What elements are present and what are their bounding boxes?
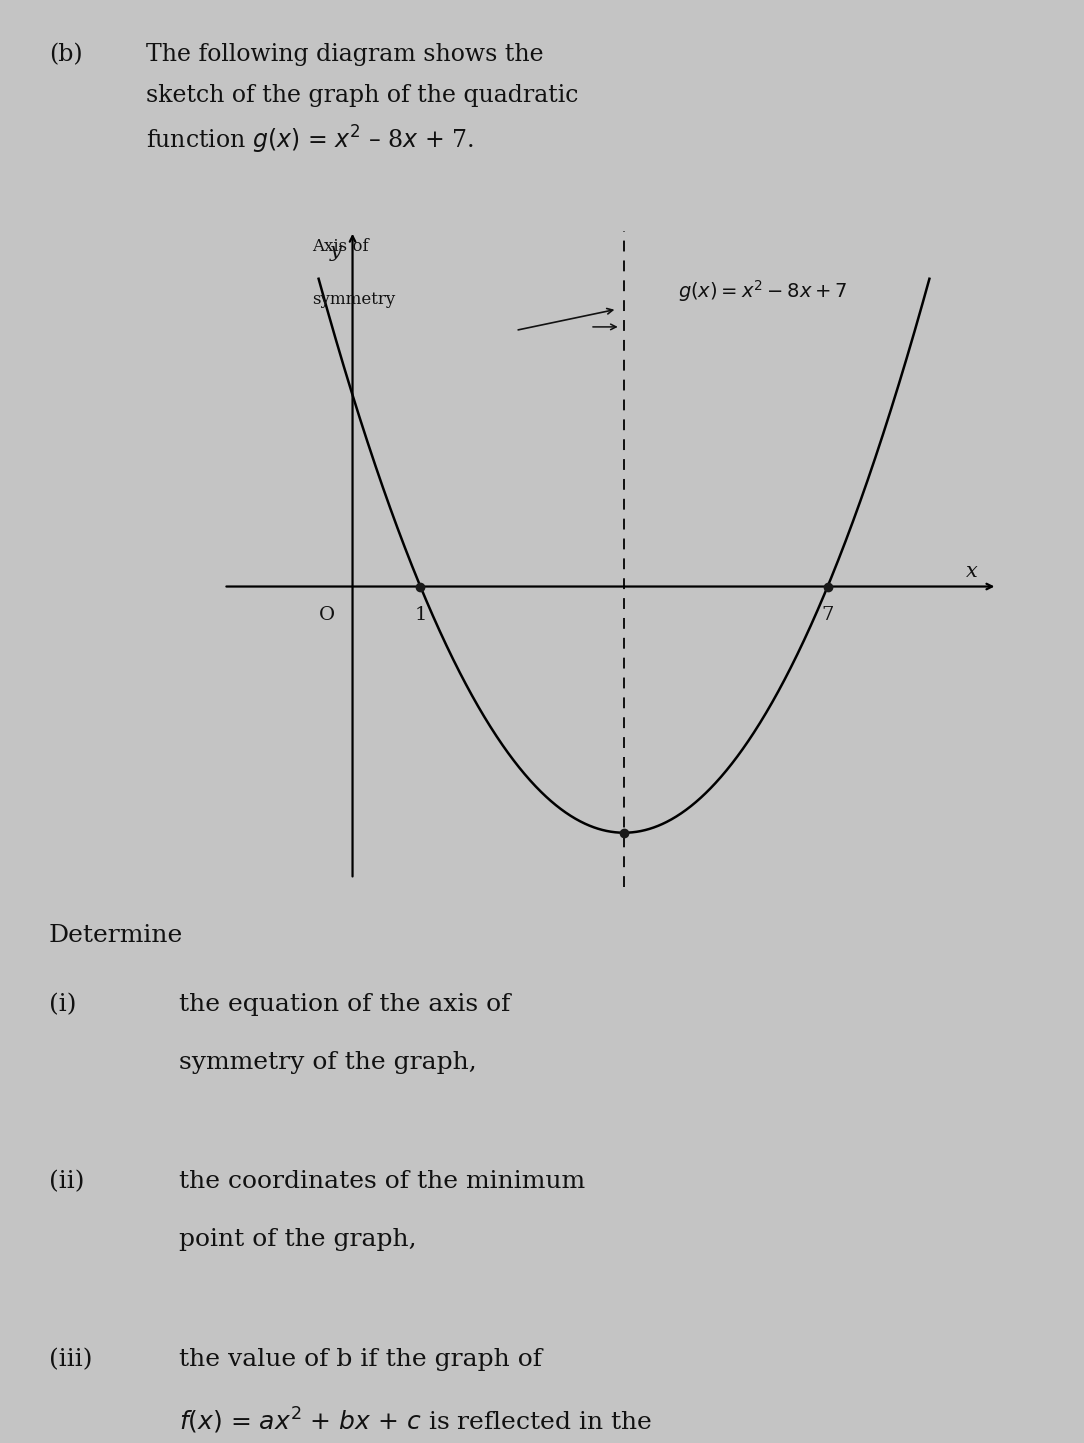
Text: x: x bbox=[966, 561, 978, 582]
Text: 1: 1 bbox=[414, 606, 427, 623]
Text: symmetry of the graph,: symmetry of the graph, bbox=[179, 1051, 477, 1074]
Text: (b): (b) bbox=[49, 43, 82, 66]
Text: (i): (i) bbox=[49, 993, 76, 1016]
Text: (ii): (ii) bbox=[49, 1170, 85, 1193]
Text: symmetry: symmetry bbox=[312, 291, 395, 309]
Text: the equation of the axis of: the equation of the axis of bbox=[179, 993, 511, 1016]
Text: the value of b if the graph of: the value of b if the graph of bbox=[179, 1348, 542, 1371]
Text: the coordinates of the minimum: the coordinates of the minimum bbox=[179, 1170, 585, 1193]
Text: Axis of: Axis of bbox=[312, 238, 369, 255]
Text: (iii): (iii) bbox=[49, 1348, 92, 1371]
Text: point of the graph,: point of the graph, bbox=[179, 1228, 416, 1251]
Text: $g(x) = x^2 - 8x + 7$: $g(x) = x^2 - 8x + 7$ bbox=[679, 278, 848, 304]
Text: sketch of the graph of the quadratic: sketch of the graph of the quadratic bbox=[146, 84, 579, 107]
Text: y: y bbox=[330, 241, 341, 261]
Text: $f(x)$ = $ax^2$ + $bx$ + $c$ is reflected in the: $f(x)$ = $ax^2$ + $bx$ + $c$ is reflecte… bbox=[179, 1405, 651, 1436]
Text: The following diagram shows the: The following diagram shows the bbox=[146, 43, 544, 66]
Text: O: O bbox=[319, 606, 335, 623]
Text: 7: 7 bbox=[822, 606, 834, 623]
Text: Determine: Determine bbox=[49, 924, 183, 947]
Text: function $g(x)$ = $x^2$ – 8$x$ + 7.: function $g(x)$ = $x^2$ – 8$x$ + 7. bbox=[146, 124, 475, 156]
